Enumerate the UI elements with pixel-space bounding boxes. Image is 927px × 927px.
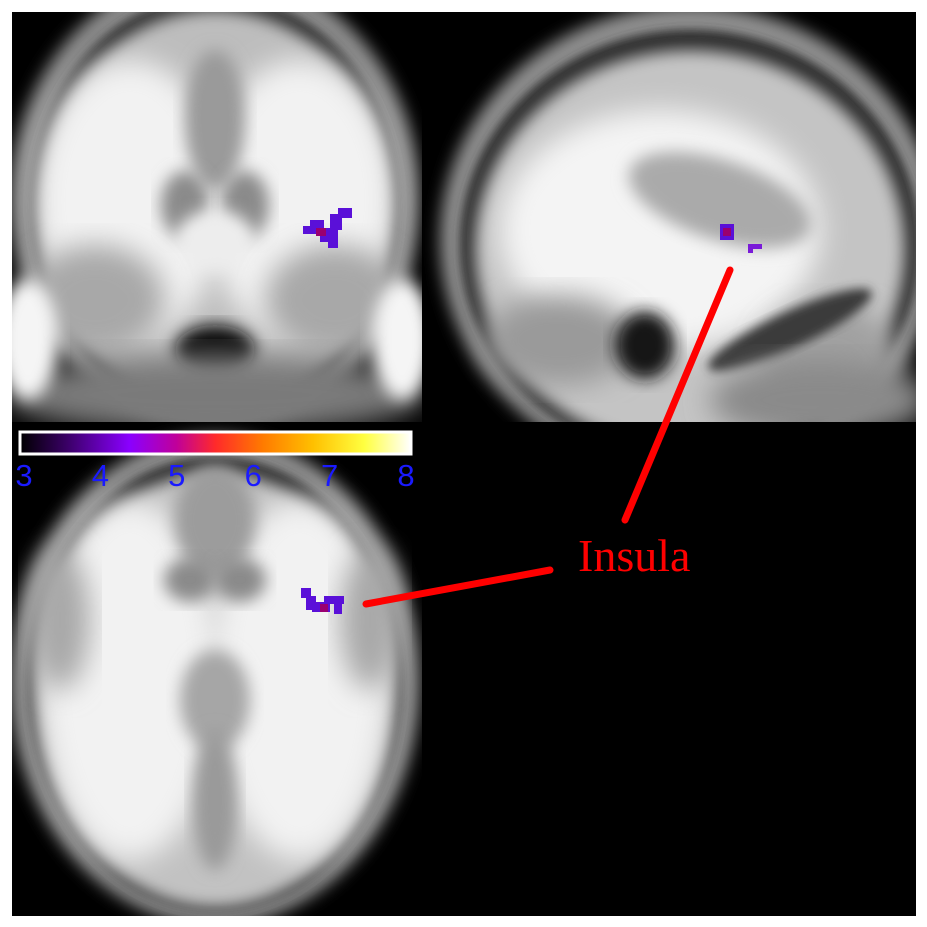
axial-brain-slice <box>12 435 420 916</box>
colorbar-ticks: 3 4 5 6 7 8 <box>15 458 414 493</box>
colorbar-tick-label: 5 <box>168 458 185 493</box>
annotation-label: Insula <box>578 530 690 581</box>
pointer-line-axial <box>362 566 554 608</box>
activation-cluster-axial <box>301 588 344 614</box>
colorbar-tick-label: 8 <box>397 458 414 493</box>
colorbar-tick-label: 4 <box>92 458 109 493</box>
colorbar-tick-label: 3 <box>15 458 32 493</box>
annotation-callout: Insula <box>362 266 734 608</box>
colorbar-gradient <box>18 430 413 456</box>
pointer-line-sagittal <box>621 266 734 524</box>
sagittal-brain-slice <box>440 12 916 422</box>
colorbar-tick-label: 6 <box>245 458 262 493</box>
colorbar: 3 4 5 6 7 8 <box>15 430 415 493</box>
coronal-brain-slice <box>12 12 422 422</box>
activation-cluster-coronal <box>303 208 352 248</box>
activation-cluster-sagittal <box>720 224 762 253</box>
colorbar-tick-label: 7 <box>321 458 338 493</box>
